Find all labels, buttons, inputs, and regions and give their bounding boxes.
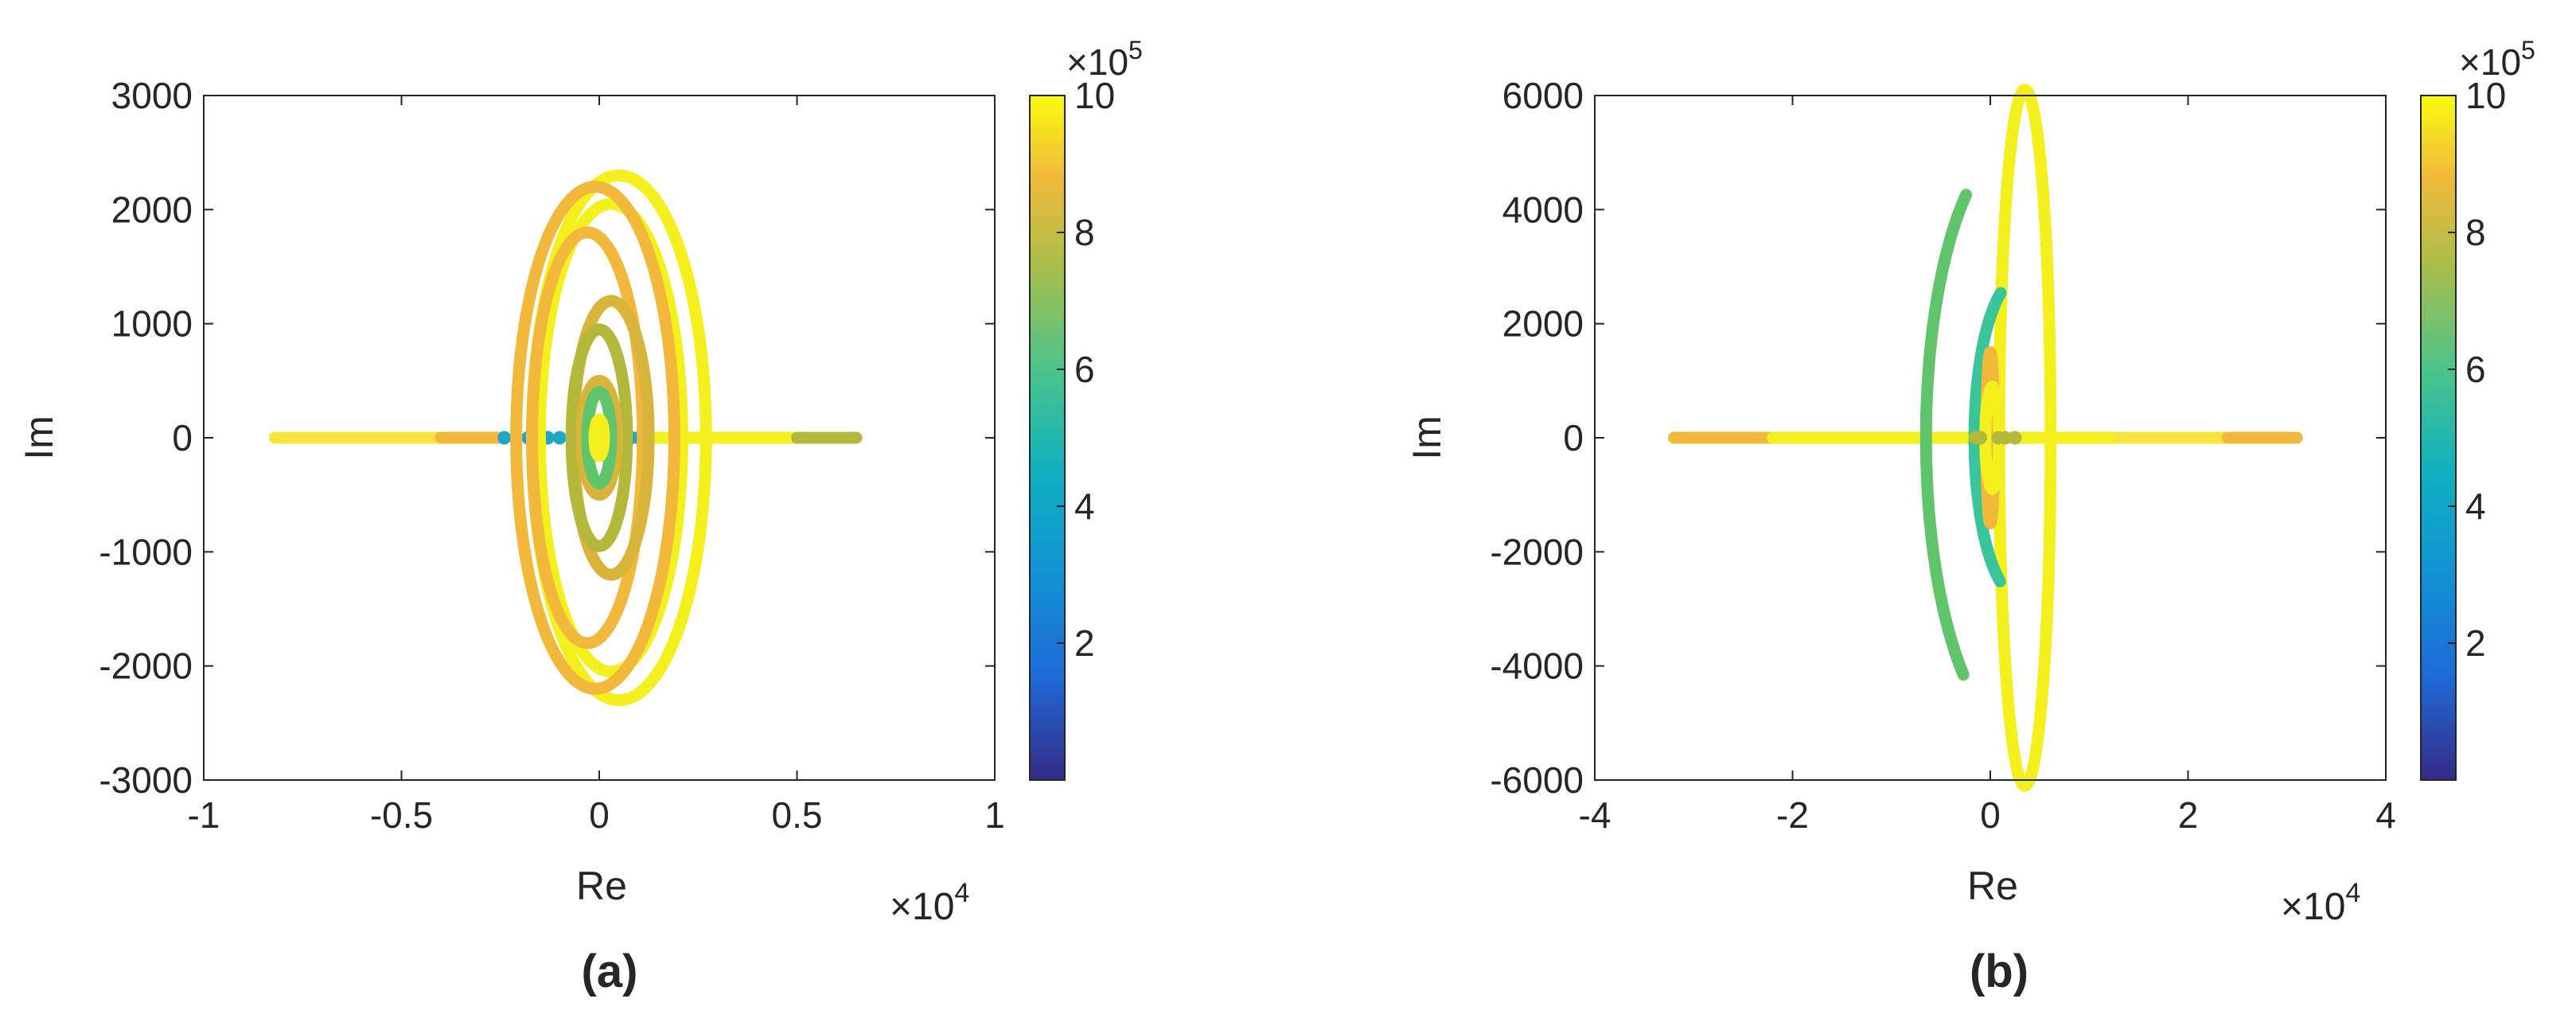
colorbar [1029, 95, 1066, 781]
series-ellipse-6 [533, 197, 688, 678]
y-tick-label: -6000 [1490, 759, 1584, 801]
x-tick-label: 0 [1980, 794, 2001, 836]
x-ticks: -1 -0.5 0 0.5 1 [188, 96, 1005, 836]
data-point [2008, 431, 2022, 445]
x-tick-label: -4 [1579, 794, 1611, 836]
x-axis-label: Re [1967, 864, 2018, 908]
colorbar-tick-label: 10 [1074, 75, 1115, 116]
y-tick-label: 2000 [111, 189, 193, 230]
y-tick-label: -2000 [1490, 531, 1584, 572]
colorbar-tick-label: 4 [1074, 486, 1095, 527]
y-ticks: -6000 -4000 -2000 0 2000 4000 6000 [1490, 75, 2386, 801]
y-tick-label: 1000 [111, 303, 193, 345]
y-tick-label: 4000 [1502, 189, 1584, 230]
panel-label: (b) [1970, 946, 2028, 997]
colorbar-tick-label: 6 [1074, 349, 1095, 390]
x-tick-label: 4 [2375, 794, 2396, 836]
colorbar [2420, 95, 2457, 781]
series-ellipse-13 [588, 413, 610, 462]
colorbar-tick-label: 10 [2465, 75, 2506, 116]
y-axis-label: Im [17, 415, 61, 460]
data-point [1974, 431, 1988, 445]
x-multiplier: ×104 [2281, 878, 2360, 928]
x-tick-label: 2 [2178, 794, 2199, 836]
x-multiplier-base: ×10 [2281, 886, 2345, 928]
x-multiplier: ×104 [890, 878, 969, 928]
x-tick-label: 0 [589, 794, 610, 836]
data-point [497, 431, 512, 445]
y-tick-label: -4000 [1490, 646, 1584, 687]
x-multiplier-base: ×10 [890, 886, 954, 928]
data-marks [1667, 84, 2303, 792]
data-marks [268, 169, 863, 707]
y-tick-label: 6000 [1502, 75, 1584, 116]
y-tick-label: -2000 [99, 646, 193, 687]
data-point [1998, 431, 2013, 445]
colorbar-tick-label: 6 [2465, 349, 2486, 390]
series-arc-5 [1919, 189, 1973, 681]
y-tick-label: 0 [172, 417, 193, 458]
colorbar-tick-label: 8 [1074, 212, 1095, 253]
colorbar-tick-label: 2 [2465, 622, 2486, 664]
colorbar-tick-label: 8 [2465, 212, 2486, 253]
chart-panel-a: -1 -0.5 0 0.5 1 -3000 -2000 -1000 0 1000 2000 3000… [17, 36, 1143, 997]
y-tick-label: 0 [1563, 417, 1584, 458]
colorbar-ticks: 2 4 6 8 10 [1057, 75, 1115, 664]
x-multiplier-exponent: 4 [954, 878, 969, 908]
colorbar-tick-label: 4 [2465, 486, 2486, 527]
colorbar-tick-label: 2 [1074, 622, 1095, 664]
x-tick-label: -1 [188, 794, 220, 836]
x-multiplier-exponent: 4 [2345, 878, 2360, 908]
x-tick-label: -0.5 [370, 794, 433, 836]
y-tick-label: -1000 [99, 531, 193, 572]
y-axis-label: Im [1405, 415, 1449, 460]
y-tick-label: 3000 [111, 75, 193, 116]
panel-label: (a) [582, 946, 638, 997]
colorbar-multiplier-base: ×10 [1066, 41, 1128, 83]
colorbar-multiplier: ×105 [2459, 36, 2535, 83]
series-ellipse-7 [510, 181, 680, 695]
series-ellipse-10 [565, 323, 633, 552]
y-tick-label: 2000 [1502, 303, 1584, 345]
series-ellipse-12 [581, 386, 618, 490]
colorbar-multiplier-base: ×10 [2459, 41, 2521, 83]
y-ticks: -3000 -2000 -1000 0 1000 2000 3000 [99, 75, 995, 801]
colorbar-multiplier: ×105 [1066, 36, 1143, 83]
data-point [552, 431, 567, 445]
colorbar-ticks: 2 4 6 8 10 [2448, 75, 2506, 664]
x-tick-label: 0.5 [772, 794, 823, 836]
y-tick-label: -3000 [99, 759, 193, 801]
x-axis-label: Re [576, 864, 627, 908]
x-tick-label: 1 [984, 794, 1005, 836]
colorbar-multiplier-exponent: 5 [1128, 36, 1143, 64]
colorbar-multiplier-exponent: 5 [2521, 36, 2535, 64]
x-ticks: -4 -2 0 2 4 [1579, 96, 2396, 836]
x-tick-label: -2 [1776, 794, 1809, 836]
